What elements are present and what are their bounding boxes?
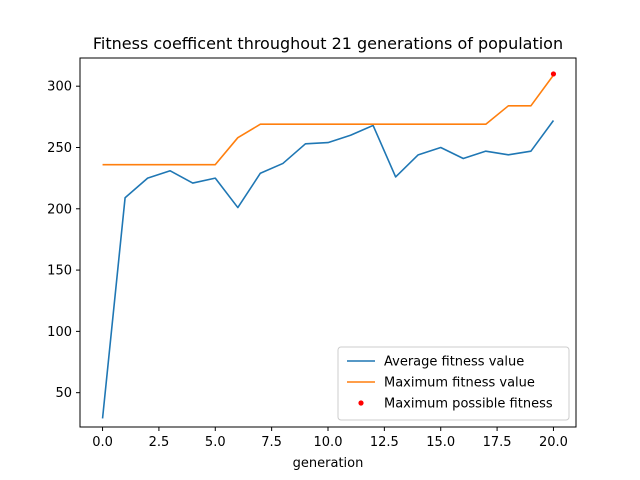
series-point	[550, 71, 557, 77]
y-axis: 50 100 150 200 250 300	[47, 80, 80, 401]
plot-series	[101, 71, 557, 419]
chart-legend: Average fitness value Maximum fitness val…	[337, 346, 570, 421]
x-tick-label: 12.5	[370, 435, 399, 450]
x-axis: 0.0 2.5 5.0 7.5 10.0 12.5 15.0 17.5 20.0	[92, 427, 568, 450]
legend-swatch	[358, 400, 364, 406]
x-tick-label: 15.0	[426, 435, 455, 450]
series-line	[101, 120, 555, 419]
x-tick-label: 17.5	[483, 435, 512, 450]
y-tick-label: 50	[55, 386, 72, 401]
y-tick-label: 300	[47, 80, 72, 95]
x-tick-label: 5.0	[205, 435, 226, 450]
y-tick-label: 100	[47, 325, 72, 340]
legend-box	[337, 346, 570, 421]
legend-label: Average fitness value	[384, 355, 524, 370]
x-tick-label: 0.0	[92, 435, 113, 450]
chart-title: Fitness coefficent throughout 21 generat…	[93, 34, 563, 53]
x-tick-label: 20.0	[539, 435, 568, 450]
y-tick-label: 150	[47, 264, 72, 279]
x-tick-label: 10.0	[314, 435, 343, 450]
x-tick-label: 7.5	[261, 435, 282, 450]
legend-label: Maximum fitness value	[384, 376, 535, 391]
x-tick-label: 2.5	[149, 435, 170, 450]
y-tick-label: 200	[47, 202, 72, 217]
legend-label: Maximum possible fitness	[384, 397, 553, 412]
x-axis-label: generation	[293, 456, 364, 471]
series-line	[102, 74, 555, 166]
y-tick-label: 250	[47, 141, 72, 156]
